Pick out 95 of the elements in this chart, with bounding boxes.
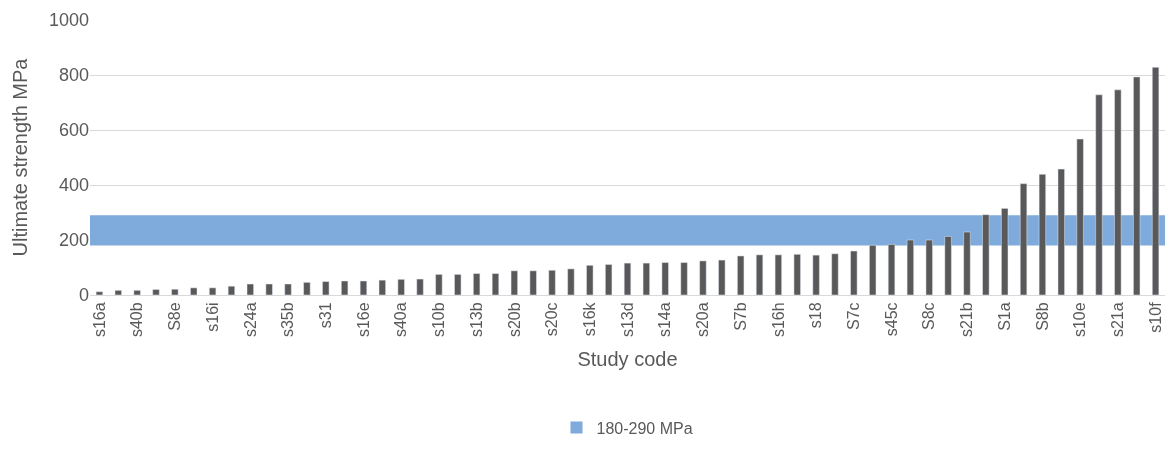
bar	[680, 262, 688, 295]
y-tick-label: 400	[58, 175, 89, 196]
x-tick-label: S8b	[1033, 302, 1051, 331]
bar	[397, 279, 405, 295]
bar	[718, 259, 726, 295]
x-tick-label: s20c	[543, 302, 561, 337]
x-tick-label: s16i	[203, 302, 221, 332]
x-tick-label: s21b	[958, 302, 976, 338]
bar	[284, 283, 292, 295]
bar	[529, 270, 537, 295]
y-tick-label: 200	[58, 230, 89, 251]
bar	[114, 290, 122, 295]
bar	[944, 236, 952, 295]
x-tick-label: S7b	[731, 302, 749, 331]
bar	[473, 273, 481, 295]
bar	[605, 264, 613, 295]
bar	[850, 250, 858, 295]
bar	[227, 285, 235, 295]
x-axis-title: Study code	[577, 347, 678, 370]
bar	[1133, 76, 1141, 295]
bar	[265, 283, 273, 295]
x-tick-label: s13b	[467, 302, 485, 338]
x-tick-label: s10e	[1071, 302, 1089, 338]
x-tick-label: S8c	[920, 302, 938, 330]
x-tick-label: s10f	[1146, 301, 1164, 333]
bar	[246, 283, 254, 295]
bar	[133, 290, 141, 295]
bar	[906, 239, 914, 295]
x-tick-label: S1a	[995, 302, 1013, 331]
y-tick-label: 1000	[48, 10, 89, 31]
x-tick-label: s16k	[580, 301, 598, 337]
x-tick-label: S7c	[845, 302, 863, 330]
bar	[303, 282, 311, 295]
x-tick-label: s18	[807, 302, 825, 329]
bar	[491, 273, 500, 295]
bar	[623, 262, 632, 295]
x-tick-label: s35b	[279, 302, 297, 338]
bar	[548, 270, 556, 295]
bar	[1152, 67, 1160, 295]
bar	[774, 254, 782, 295]
x-tick-label: s40a	[392, 302, 410, 338]
x-tick-label: S8e	[166, 302, 184, 331]
y-tick-label: 600	[58, 120, 89, 141]
bar	[755, 254, 764, 295]
x-tick-label: s16a	[90, 302, 108, 338]
x-tick-label: s40b	[128, 302, 146, 338]
y-axis-title: Ultimate strength MPa	[9, 57, 32, 257]
bar	[1076, 138, 1084, 295]
bar	[152, 289, 160, 295]
bar	[661, 262, 669, 295]
bar	[322, 281, 330, 295]
bar	[95, 291, 103, 295]
bar	[1095, 94, 1103, 295]
bar	[567, 268, 575, 295]
bar	[1057, 168, 1065, 295]
x-tick-label: s20b	[505, 302, 523, 338]
bar	[812, 254, 820, 295]
bar	[1020, 183, 1028, 295]
bar	[963, 231, 971, 295]
x-tick-label: s31	[316, 302, 334, 329]
bar	[1001, 208, 1009, 295]
legend-label: 180-290 MPa	[596, 419, 693, 437]
bar	[209, 287, 217, 295]
bar	[171, 288, 179, 295]
bar	[869, 244, 877, 295]
bar	[793, 254, 801, 295]
x-tick-label: s24a	[241, 302, 259, 338]
x-tick-label: s13d	[618, 302, 636, 338]
bar	[359, 280, 368, 295]
bar	[586, 265, 594, 295]
bar	[454, 274, 462, 295]
bar	[510, 270, 518, 295]
bar	[831, 253, 839, 295]
y-tick-label: 800	[58, 65, 89, 86]
bar	[416, 278, 424, 295]
bar	[435, 274, 443, 295]
x-tick-label: s45c	[882, 302, 900, 337]
bar	[341, 280, 349, 295]
x-tick-label: s14a	[656, 302, 674, 338]
bar	[699, 260, 707, 295]
x-tick-label: s10b	[430, 302, 448, 338]
bar	[378, 279, 386, 295]
bar	[737, 255, 745, 295]
bar	[925, 239, 933, 295]
bar	[982, 214, 990, 295]
bar	[190, 287, 198, 295]
bar	[1114, 89, 1122, 295]
y-tick-label: 0	[78, 285, 89, 306]
bar	[887, 244, 896, 295]
x-tick-label: s16e	[354, 302, 372, 338]
x-tick-label: s21a	[1109, 302, 1127, 338]
x-tick-label: s16h	[769, 302, 787, 338]
x-tick-label: s20a	[694, 302, 712, 338]
bar	[1038, 174, 1046, 295]
bar	[642, 262, 650, 295]
